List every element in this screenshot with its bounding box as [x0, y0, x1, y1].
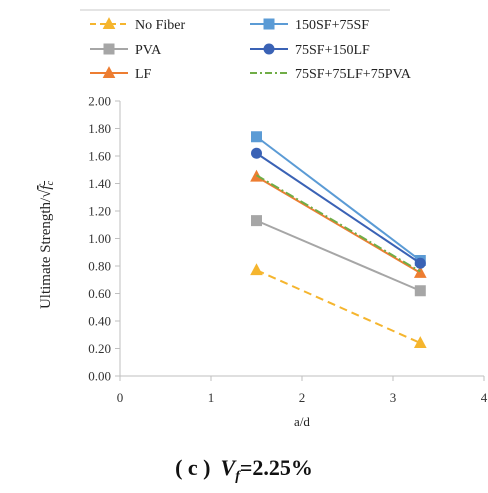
y-tick-label: 0.00 — [88, 369, 111, 384]
x-tick-label: 4 — [481, 390, 488, 405]
series-line — [255, 135, 421, 262]
legend-entry: No Fiber — [90, 17, 186, 33]
caption-prefix: ( c ) — [175, 455, 210, 480]
legend-entry: PVA — [90, 43, 162, 58]
y-tick-label: 0.40 — [88, 314, 111, 329]
x-tick-label: 0 — [117, 390, 124, 405]
legend-label: LF — [135, 67, 152, 82]
x-axis-label: a/d — [294, 414, 310, 429]
series-0 — [250, 263, 427, 348]
series-line — [256, 269, 421, 344]
legend-swatch-marker — [102, 17, 116, 29]
x-tick-label: 3 — [390, 390, 397, 405]
data-point — [251, 131, 262, 143]
caption-value: =2.25% — [240, 455, 313, 480]
series-5 — [255, 174, 421, 273]
legend-label: 75SF+75LF+75PVA — [295, 67, 412, 82]
legend-entry: LF — [90, 66, 152, 82]
legend-label: 150SF+75SF — [295, 18, 369, 33]
series-layer — [250, 131, 427, 348]
legend-label: No Fiber — [135, 18, 186, 33]
series-line — [256, 219, 421, 292]
y-tick-label: 1.80 — [88, 121, 111, 136]
series-3 — [251, 131, 426, 266]
axes: 0.00 0.20 0.40 0.60 0.80 1.00 1.20 1.40 1.60 1.80… — [88, 94, 488, 406]
data-point — [251, 147, 262, 159]
data-point — [413, 336, 427, 348]
y-axis-label-radical-arg: f — [38, 184, 54, 190]
legend-entry: 75SF+150LF — [250, 43, 370, 58]
legend-swatch-marker — [103, 43, 115, 55]
series-1 — [251, 215, 426, 297]
data-point — [250, 263, 263, 276]
x-tick-label: 2 — [299, 390, 306, 405]
caption-variable: V — [221, 455, 238, 480]
data-point — [414, 257, 426, 269]
legend-swatch-marker — [263, 18, 275, 30]
legend-label: 75SF+150LF — [295, 43, 370, 58]
y-tick-label: 1.00 — [88, 231, 111, 246]
legend: No Fiber PVA LF 150SF+75SF 75SF+150LF 75SF+75… — [80, 9, 412, 82]
series-line — [255, 174, 421, 273]
data-point — [413, 266, 427, 278]
figure-caption: ( c ) Vf=2.25% — [175, 455, 313, 484]
y-axis-label-radical: √ — [38, 189, 54, 198]
y-tick-label: 2.00 — [88, 94, 111, 109]
y-tick-label: 1.20 — [88, 204, 111, 219]
data-point — [414, 285, 426, 297]
legend-entry: 75SF+75LF+75PVA — [250, 67, 412, 82]
y-axis-label-prefix: Ultimate Strength/ — [38, 197, 54, 309]
caption-variable-sub: f — [235, 469, 241, 484]
y-tick-label: 1.40 — [88, 176, 111, 191]
y-axis-label: Ultimate Strength/√fc — [38, 180, 56, 309]
legend-entry: 150SF+75SF — [250, 18, 369, 33]
y-tick-label: 0.80 — [88, 259, 111, 274]
y-tick-label: 0.20 — [88, 341, 111, 356]
data-point — [251, 215, 262, 227]
series-line — [255, 152, 421, 265]
legend-label: PVA — [135, 43, 162, 58]
series-line — [255, 175, 421, 274]
y-tick-label: 0.60 — [88, 286, 111, 301]
series-4 — [251, 147, 426, 269]
legend-swatch-marker — [102, 66, 116, 78]
x-tick-label: 1 — [208, 390, 215, 405]
y-axis-label-radical-sub: c — [45, 180, 56, 185]
y-tick-label: 1.60 — [88, 149, 111, 164]
legend-swatch-marker — [263, 43, 275, 55]
